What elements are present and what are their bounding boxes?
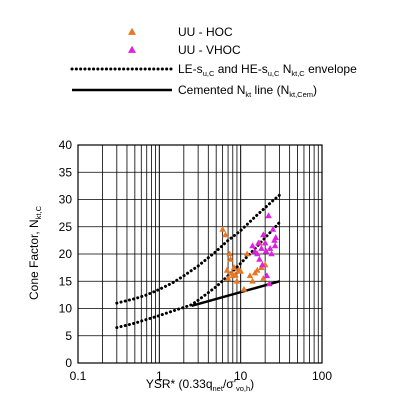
- y-axis-label: Cone Factor, Nkt,C: [27, 205, 43, 300]
- data-point: [271, 242, 279, 249]
- grid: [78, 144, 322, 364]
- data-point: [226, 250, 233, 257]
- y-tick-label: 10: [59, 302, 73, 316]
- legend: UU - HOC UU - VHOC LE-su,C and HE-su,C Nkt…: [70, 25, 357, 99]
- envelope-upper-curve: [115, 193, 281, 305]
- legend-marker-uu-vhoc: [128, 45, 136, 53]
- y-tick-label: 40: [59, 138, 73, 152]
- data-point: [261, 239, 269, 246]
- legend-label-uu-hoc: UU - HOC: [178, 25, 233, 39]
- data-point: [249, 242, 256, 249]
- data-point: [233, 277, 241, 284]
- cemented-line: [191, 280, 280, 308]
- data-point: [256, 255, 263, 262]
- data-point: [224, 275, 232, 281]
- data-point: [237, 267, 244, 274]
- plot-frame: [77, 144, 323, 364]
- data-point: [266, 280, 273, 287]
- y-tick-label: 20: [59, 247, 73, 261]
- x-tick-label: 0.1: [70, 369, 87, 383]
- data-point: [255, 239, 262, 246]
- data-point: [232, 271, 239, 278]
- data-point: [266, 245, 274, 251]
- data-point: [249, 277, 256, 284]
- x-tick-label: 1: [156, 369, 163, 383]
- y-tick-label: 25: [59, 220, 73, 234]
- y-tick-label: 5: [65, 329, 72, 343]
- legend-label-uu-vhoc: UU - VHOC: [178, 43, 241, 57]
- data-point: [223, 266, 231, 273]
- y-tick-label: 35: [59, 165, 73, 179]
- data-point: [222, 231, 229, 238]
- data-point: [227, 255, 234, 262]
- data-point: [263, 272, 271, 279]
- data-point: [254, 250, 261, 257]
- curves: [115, 193, 281, 330]
- data-point: [240, 285, 248, 292]
- data-point: [254, 266, 261, 273]
- data-point: [230, 264, 238, 270]
- envelope-lower-curve: [115, 220, 281, 330]
- legend-label-envelope: LE-su,C and HE-su,C Nkt,C envelope: [178, 62, 357, 78]
- data-point: [268, 250, 275, 257]
- legend-label-cemented: Cemented Nkt line (Nkt,Cem): [178, 83, 317, 99]
- data-point: [272, 234, 279, 240]
- y-tick-label: 0: [65, 356, 72, 370]
- x-tick-label: 10: [234, 369, 248, 383]
- data-point: [269, 226, 277, 232]
- y-tick-label: 30: [59, 193, 73, 207]
- data-point: [265, 212, 272, 219]
- data-points: [219, 212, 279, 292]
- data-point: [219, 226, 226, 232]
- data-point: [260, 231, 267, 238]
- y-tick-label: 15: [59, 274, 73, 288]
- tick-labels: 0 5 10 15 20 25 30 35 40 0.1 1 10 100: [59, 138, 333, 383]
- data-point: [262, 247, 270, 254]
- data-point: [259, 261, 266, 268]
- data-point: [258, 245, 265, 251]
- x-axis-label: YSR* (0.33qnet/σ'vo,h): [146, 377, 254, 393]
- data-point: [246, 272, 254, 279]
- legend-marker-uu-hoc: [128, 27, 136, 35]
- x-tick-label: 100: [312, 369, 332, 383]
- data-point: [243, 250, 251, 257]
- data-point: [260, 275, 267, 281]
